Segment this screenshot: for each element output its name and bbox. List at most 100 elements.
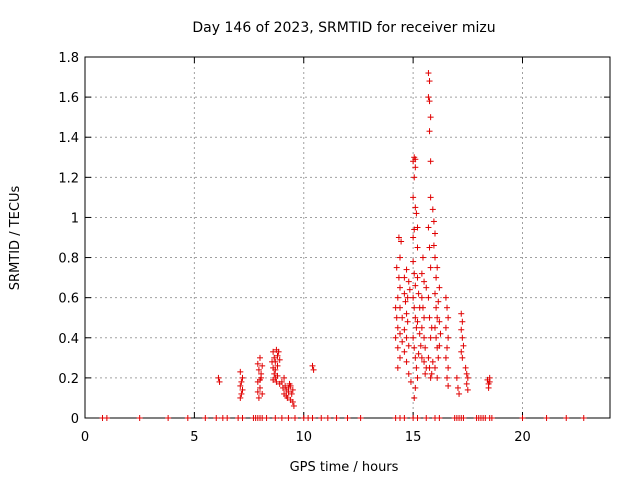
data-point (427, 194, 434, 201)
data-point (414, 244, 421, 251)
data-point (418, 354, 425, 361)
data-point (403, 334, 410, 341)
data-point (414, 374, 421, 381)
data-point (397, 284, 403, 291)
data-point (407, 378, 414, 385)
data-point (402, 298, 409, 305)
data-point (410, 258, 417, 265)
data-point (394, 364, 401, 371)
data-point (274, 362, 281, 369)
data-point (393, 314, 400, 321)
data-point (425, 70, 432, 77)
data-point (357, 415, 364, 421)
data-point (442, 324, 449, 331)
data-point (416, 330, 423, 337)
data-point (459, 334, 466, 341)
data-point (401, 274, 408, 281)
data-point (433, 334, 440, 341)
data-point (411, 394, 418, 401)
data-point (399, 314, 406, 321)
data-point (580, 415, 587, 421)
data-point (454, 384, 461, 391)
data-point (411, 304, 418, 311)
data-point (427, 334, 434, 341)
data-point (237, 382, 244, 389)
data-point (411, 344, 418, 351)
data-point (425, 294, 432, 301)
data-point (289, 386, 296, 393)
data-point (184, 415, 191, 421)
data-point (238, 378, 245, 385)
y-tick-label: 0.8 (58, 252, 79, 267)
data-point (458, 348, 465, 355)
data-point (288, 390, 295, 397)
data-point (275, 348, 282, 355)
data-point (272, 366, 279, 373)
data-point (453, 374, 460, 381)
data-point (563, 415, 570, 421)
data-point (444, 304, 451, 311)
data-point (282, 382, 289, 389)
data-point (419, 254, 426, 261)
x-tick-label: 15 (405, 430, 422, 445)
data-point (458, 326, 465, 333)
data-point (401, 348, 408, 355)
data-point (165, 415, 172, 421)
data-point (426, 314, 433, 321)
data-point (401, 290, 408, 297)
data-point (415, 350, 422, 357)
data-point (216, 378, 223, 385)
data-point (397, 330, 403, 337)
data-point (401, 326, 408, 333)
data-point (239, 415, 246, 421)
data-point (324, 415, 331, 421)
data-point (202, 415, 209, 421)
data-point (213, 415, 220, 421)
data-point (429, 358, 436, 365)
data-point (397, 304, 403, 311)
data-point (405, 342, 412, 349)
data-point (427, 374, 434, 381)
data-point (274, 352, 281, 359)
y-tick-label: 1.8 (58, 51, 79, 66)
data-point (404, 294, 411, 301)
data-point (283, 392, 290, 399)
data-point (426, 364, 433, 371)
data-point (414, 415, 421, 421)
x-tick-label: 0 (81, 430, 89, 445)
data-point (444, 344, 451, 351)
data-point (238, 390, 245, 397)
data-point (412, 164, 419, 171)
data-point (412, 282, 419, 289)
data-point (310, 366, 317, 373)
data-point (444, 374, 451, 381)
data-point (259, 362, 266, 369)
data-point (413, 364, 420, 371)
data-point (411, 270, 418, 277)
data-point (413, 324, 420, 331)
data-point (103, 415, 110, 421)
data-point (543, 415, 550, 421)
data-point (464, 386, 471, 393)
y-tick-label: 0.4 (58, 332, 79, 347)
data-point (318, 415, 325, 421)
data-point (436, 415, 443, 421)
data-point (292, 415, 298, 421)
data-point (398, 238, 405, 245)
data-point (271, 370, 278, 377)
data-point (486, 378, 493, 385)
data-point (415, 290, 422, 297)
data-point (273, 378, 280, 385)
data-point (485, 384, 492, 391)
data-point (237, 368, 244, 375)
data-point (426, 128, 433, 135)
data-point (215, 374, 222, 381)
data-point (257, 384, 263, 391)
data-point (414, 274, 421, 281)
data-point (410, 294, 417, 301)
data-point (309, 362, 316, 369)
data-point (255, 394, 262, 401)
data-point (413, 210, 420, 217)
data-point (401, 415, 408, 421)
data-point (393, 264, 400, 271)
